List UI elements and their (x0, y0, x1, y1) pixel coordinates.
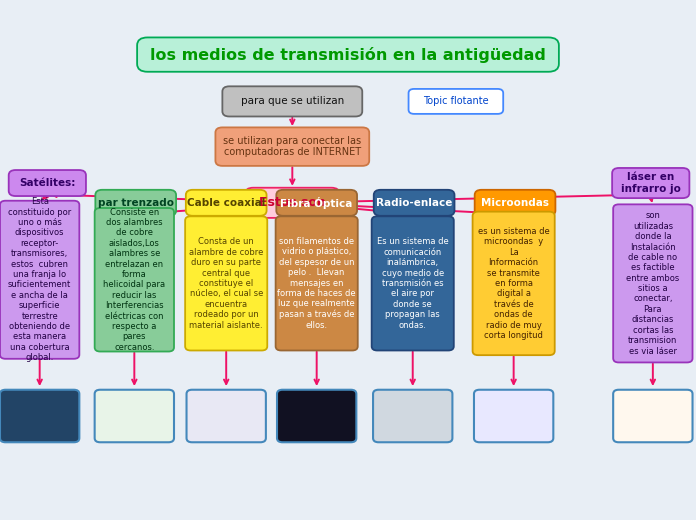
Text: Consta de un
alambre de cobre
duro en su parte
central que
constituye el
núcleo,: Consta de un alambre de cobre duro en su… (189, 237, 263, 330)
Text: Fibra Óptica: Fibra Óptica (280, 197, 353, 209)
Text: son
utilizadas
donde la
Instalación
de cable no
es factible
entre ambos
sitios a: son utilizadas donde la Instalación de c… (626, 211, 679, 356)
Text: Topic flotante: Topic flotante (423, 96, 489, 107)
FancyBboxPatch shape (372, 216, 454, 350)
FancyBboxPatch shape (95, 190, 176, 216)
Text: Cable coaxial: Cable coaxial (187, 198, 265, 208)
FancyBboxPatch shape (276, 190, 357, 216)
Text: Microondas: Microondas (481, 198, 549, 208)
Text: para que se utilizan: para que se utilizan (241, 96, 344, 107)
FancyBboxPatch shape (223, 86, 362, 116)
FancyBboxPatch shape (475, 190, 555, 216)
FancyBboxPatch shape (95, 208, 174, 352)
FancyBboxPatch shape (137, 37, 559, 72)
Text: se utilizan para conectar las
computadoras de INTERNET: se utilizan para conectar las computador… (223, 136, 361, 158)
FancyBboxPatch shape (276, 216, 358, 350)
Text: láser en
infrarro jo: láser en infrarro jo (621, 172, 681, 194)
Text: Radio-enlace: Radio-enlace (376, 198, 452, 208)
FancyBboxPatch shape (373, 390, 452, 442)
FancyBboxPatch shape (245, 188, 340, 218)
FancyBboxPatch shape (473, 212, 555, 355)
Text: los medios de transmisión en la antigüedad: los medios de transmisión en la antigüed… (150, 47, 546, 62)
Text: es un sistema de
microondas  y
La
Información
se transmite
en forma
digital a
tr: es un sistema de microondas y La Informa… (477, 227, 550, 340)
FancyBboxPatch shape (185, 216, 267, 350)
Text: Está
constituido por
uno o más
dispositivos
receptor-
transmisores,
estos  cubre: Está constituido por uno o más dispositi… (8, 197, 71, 362)
Text: Consiste en
dos alambres
de cobre
aislados,Los
alambres se
entrelazan en
forma
h: Consiste en dos alambres de cobre aislad… (103, 207, 166, 352)
FancyBboxPatch shape (186, 190, 267, 216)
FancyBboxPatch shape (0, 390, 79, 442)
FancyBboxPatch shape (374, 190, 454, 216)
FancyBboxPatch shape (613, 204, 693, 362)
Text: son filamentos de
vidrio o plástico,
del espesor de un
pelo .  Llevan
mensajes e: son filamentos de vidrio o plástico, del… (278, 237, 356, 330)
FancyBboxPatch shape (613, 390, 693, 442)
FancyBboxPatch shape (0, 201, 79, 359)
FancyBboxPatch shape (187, 390, 266, 442)
Text: Estos son: Estos son (259, 196, 326, 209)
FancyBboxPatch shape (474, 390, 553, 442)
Text: Es un sistema de
comunicación
inalámbrica,
cuyo medio de
transmisión es
el aire : Es un sistema de comunicación inalámbric… (377, 237, 449, 330)
FancyBboxPatch shape (612, 168, 689, 198)
FancyBboxPatch shape (9, 170, 86, 196)
Text: par trenzado: par trenzado (97, 198, 174, 208)
FancyBboxPatch shape (277, 390, 356, 442)
FancyBboxPatch shape (216, 127, 369, 166)
FancyBboxPatch shape (95, 390, 174, 442)
Text: Satélites:: Satélites: (19, 178, 75, 188)
FancyBboxPatch shape (409, 89, 503, 114)
